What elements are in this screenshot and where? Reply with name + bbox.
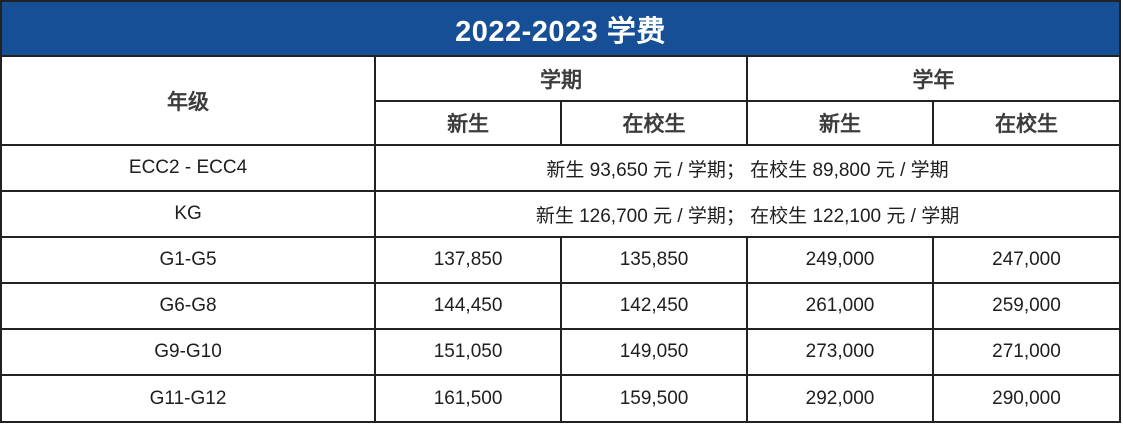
grade-cell: G11-G12	[2, 374, 377, 421]
fee-cell: 249,000	[746, 236, 934, 284]
grade-cell: KG	[2, 190, 377, 238]
subheader-year-new-student: 新生	[746, 100, 934, 146]
table-row: ECC2 - ECC4 新生 93,650 元 / 学期； 在校生 89,800…	[2, 144, 1119, 192]
fee-cell: 159,500	[560, 374, 749, 421]
grade-cell: G6-G8	[2, 282, 377, 330]
header-semester: 学期	[374, 57, 749, 102]
subheader-semester-new-student: 新生	[375, 100, 563, 146]
header-row-subgroups: 新生 在校生 新生 在校生	[2, 100, 1119, 146]
header-grade: 年级	[2, 57, 377, 146]
table-row: G1-G5 137,850 135,850 249,000 247,000	[2, 236, 1119, 284]
tuition-fee-grid: 年级 学期 学年 新生 在校生 新生 在校生 ECC2 - ECC4 新生 93…	[2, 57, 1119, 421]
fee-cell: 149,050	[560, 328, 749, 376]
fee-cell: 273,000	[746, 328, 934, 376]
fee-cell: 137,850	[374, 236, 563, 284]
fee-cell: 144,450	[374, 282, 563, 330]
subheader-semester-returning-student: 在校生	[560, 100, 749, 146]
merged-fee-cell: 新生 93,650 元 / 学期； 在校生 89,800 元 / 学期	[374, 144, 1119, 192]
fee-cell: 151,050	[374, 328, 563, 376]
fee-cell: 259,000	[931, 282, 1119, 330]
table-row: G11-G12 161,500 159,500 292,000 290,000	[2, 374, 1119, 421]
fee-cell: 261,000	[746, 282, 934, 330]
table-row: KG 新生 126,700 元 / 学期； 在校生 122,100 元 / 学期	[2, 190, 1119, 238]
grade-cell: G9-G10	[2, 328, 377, 376]
fee-cell: 161,500	[374, 374, 563, 421]
subheader-year-returning-student: 在校生	[931, 100, 1119, 146]
grade-cell: ECC2 - ECC4	[2, 144, 377, 192]
table-row: G6-G8 144,450 142,450 261,000 259,000	[2, 282, 1119, 330]
fee-cell: 135,850	[560, 236, 749, 284]
header-row-groups: 年级 学期 学年	[2, 57, 1119, 146]
merged-fee-cell: 新生 126,700 元 / 学期； 在校生 122,100 元 / 学期	[374, 190, 1119, 238]
fee-cell: 142,450	[560, 282, 749, 330]
fee-cell: 247,000	[931, 236, 1119, 284]
grade-cell: G1-G5	[2, 236, 377, 284]
fee-cell: 290,000	[931, 374, 1119, 421]
page-title: 2022-2023 学费	[2, 2, 1119, 57]
table-row: G9-G10 151,050 149,050 273,000 271,000	[2, 328, 1119, 376]
fee-cell: 271,000	[931, 328, 1119, 376]
header-year: 学年	[746, 57, 1119, 102]
fee-cell: 292,000	[746, 374, 934, 421]
